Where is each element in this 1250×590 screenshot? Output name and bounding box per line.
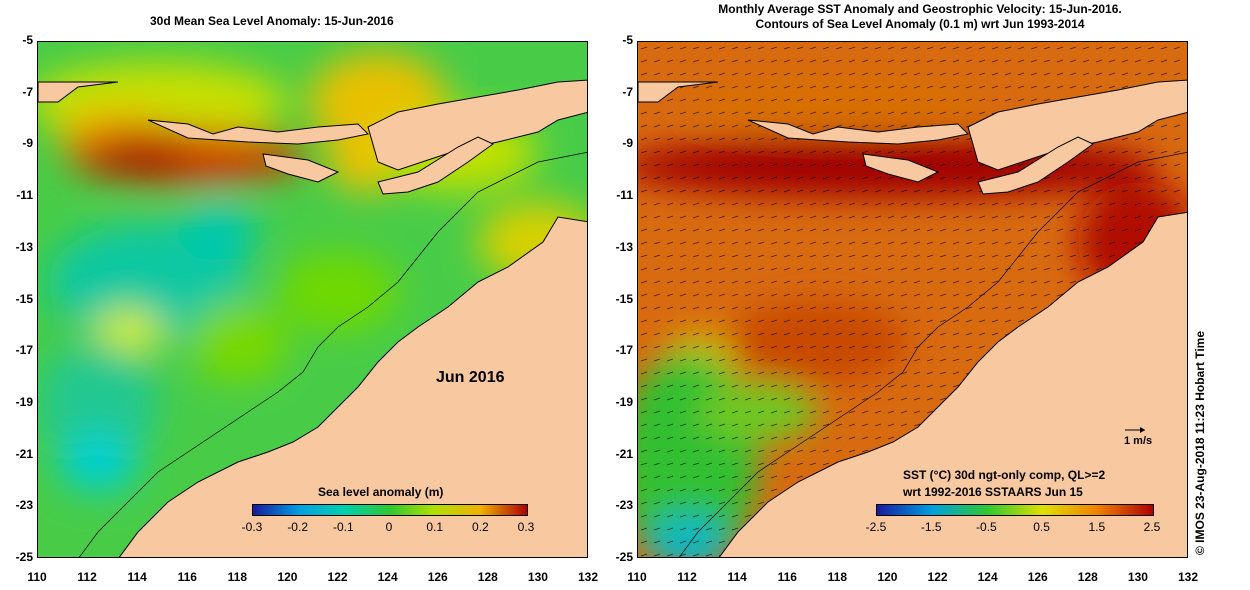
month-label: Jun 2016 xyxy=(436,369,505,386)
colorbar-tick-label: -0.3 xyxy=(241,520,263,534)
vector-scale-label: 1 m/s xyxy=(1124,435,1153,447)
y-tick-label: -5 xyxy=(622,33,633,47)
vector-scale-arrowhead xyxy=(1140,427,1145,433)
colorbar-tick-label: 2.5 xyxy=(1143,520,1161,534)
y-tick-label: -23 xyxy=(15,498,33,513)
x-tick-label: 112 xyxy=(677,570,697,584)
colorbar-tick-label: 0.5 xyxy=(1033,520,1050,534)
y-tick-label: -23 xyxy=(615,498,633,513)
right-title-line1: Monthly Average SST Anomaly and Geostrop… xyxy=(718,2,1122,16)
colorbar-tick-label: -0.2 xyxy=(287,520,308,534)
y-tick-label: -15 xyxy=(15,291,33,306)
sla-colorbar-label: Sea level anomaly (m) xyxy=(318,485,444,499)
x-tick-label: 120 xyxy=(277,570,298,584)
sla-map-graphic xyxy=(38,42,587,557)
y-tick-label: -21 xyxy=(615,446,633,461)
x-tick-label: 122 xyxy=(927,570,948,584)
x-tick-label: 124 xyxy=(377,570,398,584)
colorbar-tick-label: -0.5 xyxy=(976,520,997,534)
x-tick-label: 114 xyxy=(727,570,747,584)
x-tick-label: 132 xyxy=(577,570,599,584)
y-tick-label: -13 xyxy=(615,239,633,254)
y-tick-label: -13 xyxy=(15,239,33,254)
colorbar-tick-label: 0.1 xyxy=(426,520,443,534)
x-tick-label: 122 xyxy=(327,570,348,584)
sst-colorbar xyxy=(876,504,1154,516)
sst-anomaly-map: 1 m/s SST (°C) 30d ngt-only comp, QL>=2 … xyxy=(637,41,1188,558)
sea-level-anomaly-map: Jun 2016 Sea level anomaly (m) -0.3 -0.2 -… xyxy=(37,41,588,558)
sla-colorbar xyxy=(252,504,528,516)
sst-sla-contour xyxy=(679,152,1187,557)
x-tick-label: 128 xyxy=(477,570,498,584)
colorbar-tick-label: -2.5 xyxy=(865,520,887,534)
x-tick-label: 130 xyxy=(1127,570,1148,584)
colorbar-tick-label: 0 xyxy=(385,520,393,534)
x-tick-label: 116 xyxy=(777,570,797,584)
colorbar-tick-label: -1.5 xyxy=(920,520,942,534)
y-tick-label: -17 xyxy=(615,343,633,358)
y-tick-label: -9 xyxy=(622,136,633,151)
x-tick-label: 124 xyxy=(977,570,998,584)
y-tick-label: -19 xyxy=(15,394,33,409)
y-tick-label: -11 xyxy=(16,188,33,203)
right-panel-title: Monthly Average SST Anomaly and Geostrop… xyxy=(640,2,1200,32)
y-tick-label: -17 xyxy=(15,343,33,358)
x-tick-label: 118 xyxy=(827,570,848,584)
y-tick-label: -7 xyxy=(622,84,633,99)
x-tick-label: 110 xyxy=(627,570,647,584)
x-tick-label: 120 xyxy=(877,570,898,584)
sla-contour xyxy=(79,152,587,557)
colorbar-tick-label: -0.1 xyxy=(332,520,354,534)
x-tick-label: 112 xyxy=(77,570,97,584)
sst-caption-line2: wrt 1992-2016 SSTAARS Jun 15 xyxy=(903,485,1083,499)
y-tick-label: -21 xyxy=(15,446,33,461)
x-tick-label: 132 xyxy=(1177,570,1199,584)
colorbar-tick-label: 0.2 xyxy=(471,520,489,534)
y-tick-label: -11 xyxy=(616,188,633,203)
y-tick-label: -25 xyxy=(615,550,633,564)
sst-caption-line1: SST (°C) 30d ngt-only comp, QL>=2 xyxy=(903,468,1106,482)
y-tick-label: -19 xyxy=(615,394,633,409)
credit-text: © IMOS 23-Aug-2018 11:23 Hobart Time xyxy=(1193,330,1207,555)
y-tick-label: -7 xyxy=(22,84,33,99)
left-panel-title: 30d Mean Sea Level Anomaly: 15-Jun-2016 xyxy=(150,14,394,28)
colorbar-tick-label: 0.3 xyxy=(517,520,535,534)
y-tick-label: -15 xyxy=(615,291,633,306)
x-tick-label: 128 xyxy=(1077,570,1098,584)
sla-land xyxy=(38,42,587,557)
y-tick-label: -9 xyxy=(22,136,33,151)
x-tick-label: 126 xyxy=(427,570,448,584)
y-tick-label: -25 xyxy=(15,550,33,564)
colorbar-tick-label: 1.5 xyxy=(1088,520,1106,534)
x-tick-label: 114 xyxy=(127,570,147,584)
x-tick-label: 126 xyxy=(1027,570,1048,584)
y-tick-label: -5 xyxy=(22,33,33,47)
right-title-line2: Contours of Sea Level Anomaly (0.1 m) wr… xyxy=(755,17,1085,31)
x-tick-label: 110 xyxy=(27,570,47,584)
sst-land xyxy=(638,79,1187,557)
x-tick-label: 116 xyxy=(177,570,197,584)
x-tick-label: 118 xyxy=(227,570,248,584)
x-tick-label: 130 xyxy=(527,570,548,584)
sst-map-graphic xyxy=(638,42,1187,557)
